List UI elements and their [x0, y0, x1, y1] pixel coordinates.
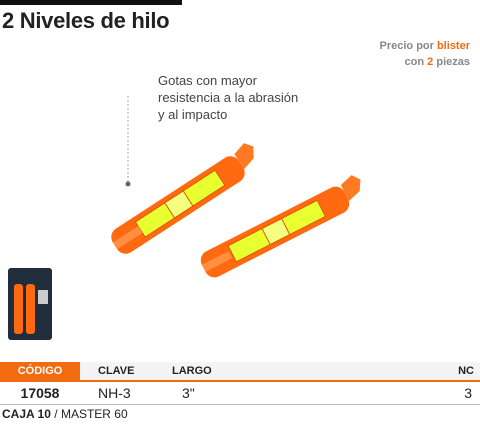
footer: CAJA 10 / MASTER 60 [2, 407, 128, 421]
callout-line: resistencia a la abrasión [158, 90, 299, 105]
level [200, 175, 361, 278]
callout-line: Gotas con mayor [158, 73, 257, 88]
highlight: 2 [427, 56, 434, 68]
level [111, 143, 254, 254]
title: 2 Niveles de hilo [2, 8, 170, 33]
packaging: CAJA 10 [2, 407, 51, 421]
illustration [8, 96, 361, 340]
cell: 3" [182, 385, 195, 401]
top-bar [0, 0, 182, 5]
table-header [0, 362, 480, 382]
column-header: LARGO [172, 365, 212, 377]
divider [0, 404, 480, 405]
column-header: CÓDIGO [0, 362, 80, 380]
separator: / [54, 407, 58, 421]
price-line: con 2 piezas [380, 54, 470, 70]
text: piezas [436, 56, 470, 68]
column-header: NC [458, 365, 474, 377]
text: Precio por [379, 40, 434, 52]
callout-line: y al impacto [158, 107, 228, 122]
text: con [404, 56, 425, 68]
column-header: CLAVE [98, 365, 135, 377]
highlight: blister [436, 40, 470, 52]
price-line: Precio por blister [380, 38, 470, 54]
package [8, 268, 52, 340]
master: MASTER 60 [60, 407, 128, 421]
cell: 17058 [20, 385, 60, 401]
callout-dot [125, 181, 131, 187]
callout: Gotas con mayor resistencia a la abrasió… [158, 72, 298, 123]
price-note: Precio por blister con 2 piezas [380, 38, 470, 70]
cell: NH-3 [98, 385, 131, 401]
cell: 3 [464, 385, 472, 401]
